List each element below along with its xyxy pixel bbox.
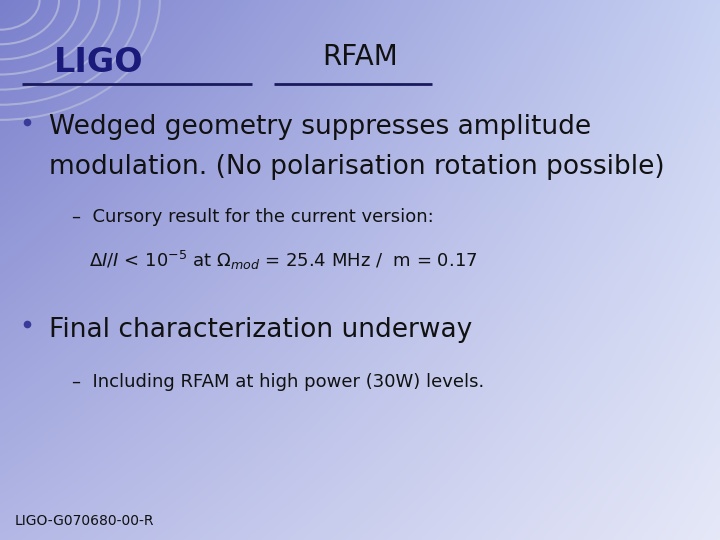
Text: –  Cursory result for the current version:: – Cursory result for the current version… — [72, 208, 433, 226]
Text: LIGO: LIGO — [54, 46, 143, 79]
Text: $\Delta I/I$ < 10$^{-5}$ at $\Omega_{mod}$ = 25.4 MHz /  m = 0.17: $\Delta I/I$ < 10$^{-5}$ at $\Omega_{mod… — [72, 248, 477, 272]
Text: modulation. (No polarisation rotation possible): modulation. (No polarisation rotation po… — [49, 154, 665, 180]
Text: Wedged geometry suppresses amplitude: Wedged geometry suppresses amplitude — [49, 114, 591, 140]
Text: –  Including RFAM at high power (30W) levels.: – Including RFAM at high power (30W) lev… — [72, 373, 485, 390]
Text: Final characterization underway: Final characterization underway — [49, 317, 472, 343]
Text: RFAM: RFAM — [322, 43, 398, 71]
Text: LIGO-G070680-00-R: LIGO-G070680-00-R — [14, 514, 154, 528]
